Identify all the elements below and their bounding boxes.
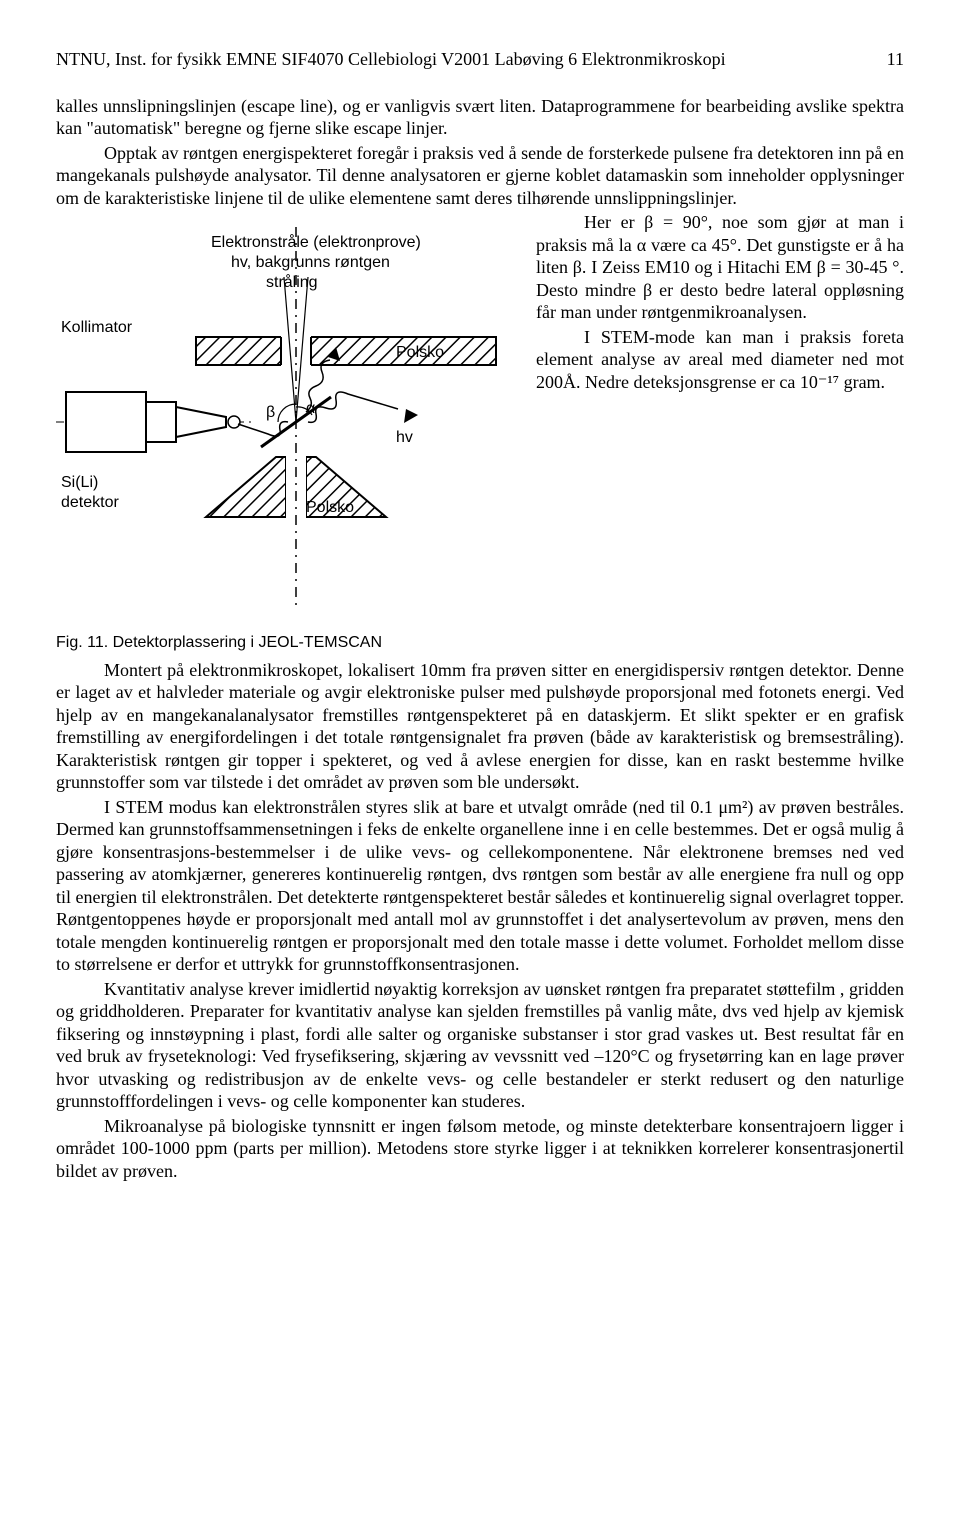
xray-right <box>308 392 398 422</box>
page-header: NTNU, Inst. for fysikk EMNE SIF4070 Cell… <box>56 48 904 71</box>
detector-diagram-svg: Elektronstråle (elektronprove) hv, bakgr… <box>56 217 516 617</box>
angle-beta-arc <box>278 404 296 422</box>
paragraph-5: Montert på elektronmikroskopet, lokalise… <box>56 659 904 794</box>
header-left: NTNU, Inst. for fysikk EMNE SIF4070 Cell… <box>56 48 726 71</box>
label-elektronstrale: Elektronstråle (elektronprove) <box>211 233 421 251</box>
xray-to-detector <box>238 422 288 437</box>
label-straling: stråling <box>266 273 318 291</box>
paragraph-8: Mikroanalyse på biologiske tynnsnitt er … <box>56 1115 904 1183</box>
label-detektor: detektor <box>61 494 119 511</box>
paragraph-2-lead: Opptak av røntgen energispekteret foregå… <box>56 142 904 210</box>
paragraph-2-text: Opptak av røntgen energispekteret foregå… <box>56 143 904 208</box>
detector-barrel <box>66 392 146 452</box>
paragraph-intro: kalles unnslipningslinjen (escape line),… <box>56 95 904 140</box>
polsko-bottom-left <box>206 457 286 517</box>
label-polsko-top: Polsko <box>396 344 444 361</box>
label-polsko-bottom: Polsko <box>306 499 354 516</box>
label-sili: Si(Li) <box>61 474 98 491</box>
label-alpha: α <box>306 400 315 417</box>
page-number: 11 <box>887 48 904 71</box>
collimator-nose <box>176 407 226 437</box>
polsko-top-rect <box>196 337 496 365</box>
paragraph-7: Kvantitativ analyse krever imidlertid nø… <box>56 978 904 1113</box>
label-kollimator: Kollimator <box>61 319 133 336</box>
figure-caption: Fig. 11. Detektorplassering i JEOL-TEMSC… <box>56 633 516 653</box>
figure-11: Elektronstråle (elektronprove) hv, bakgr… <box>56 217 516 653</box>
label-beta: β <box>266 404 275 421</box>
label-hv-bak: hv, bakgrunns røntgen <box>231 254 390 271</box>
label-hv: hv <box>396 429 413 446</box>
paragraph-6: I STEM modus kan elektronstrålen styres … <box>56 796 904 976</box>
